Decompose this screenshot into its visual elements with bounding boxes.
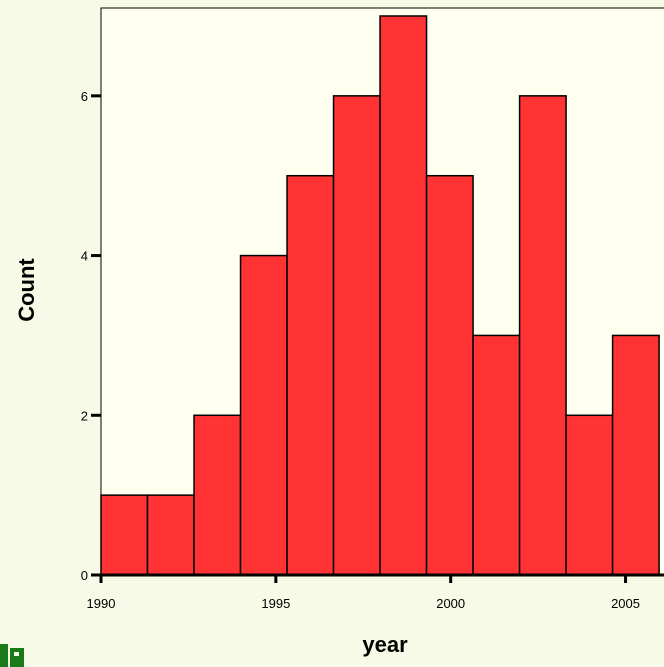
x-axis-title: year <box>362 632 408 657</box>
histogram-bar <box>425 174 474 576</box>
x-axis-ticks: 1990 1995 2000 2005 <box>87 575 640 611</box>
x-tick-label: 1995 <box>261 596 290 611</box>
y-tick-label: 2 <box>81 408 88 423</box>
y-tick-label: 6 <box>81 89 88 104</box>
x-tick-label: 2000 <box>436 596 465 611</box>
histogram-bar <box>286 174 335 576</box>
histogram-bar <box>146 494 195 576</box>
y-tick-label: 4 <box>81 249 88 264</box>
bars-group <box>100 15 660 576</box>
y-axis-title: Count <box>14 258 39 322</box>
x-tick-label: 1990 <box>87 596 116 611</box>
histogram-bar <box>239 254 288 576</box>
histogram-bar <box>472 334 521 576</box>
histogram-bar <box>565 414 614 576</box>
histogram-bar <box>379 15 428 576</box>
histogram-bar <box>193 414 242 576</box>
histogram-bar <box>332 95 381 576</box>
x-tick-label: 2005 <box>611 596 640 611</box>
histogram-bar <box>100 494 149 576</box>
histogram-bar <box>611 334 660 576</box>
partial-green-logo-icon <box>0 644 24 667</box>
y-axis-ticks: 0 2 4 6 <box>81 89 101 583</box>
histogram-bar <box>518 95 567 576</box>
y-tick-label: 0 <box>81 568 88 583</box>
